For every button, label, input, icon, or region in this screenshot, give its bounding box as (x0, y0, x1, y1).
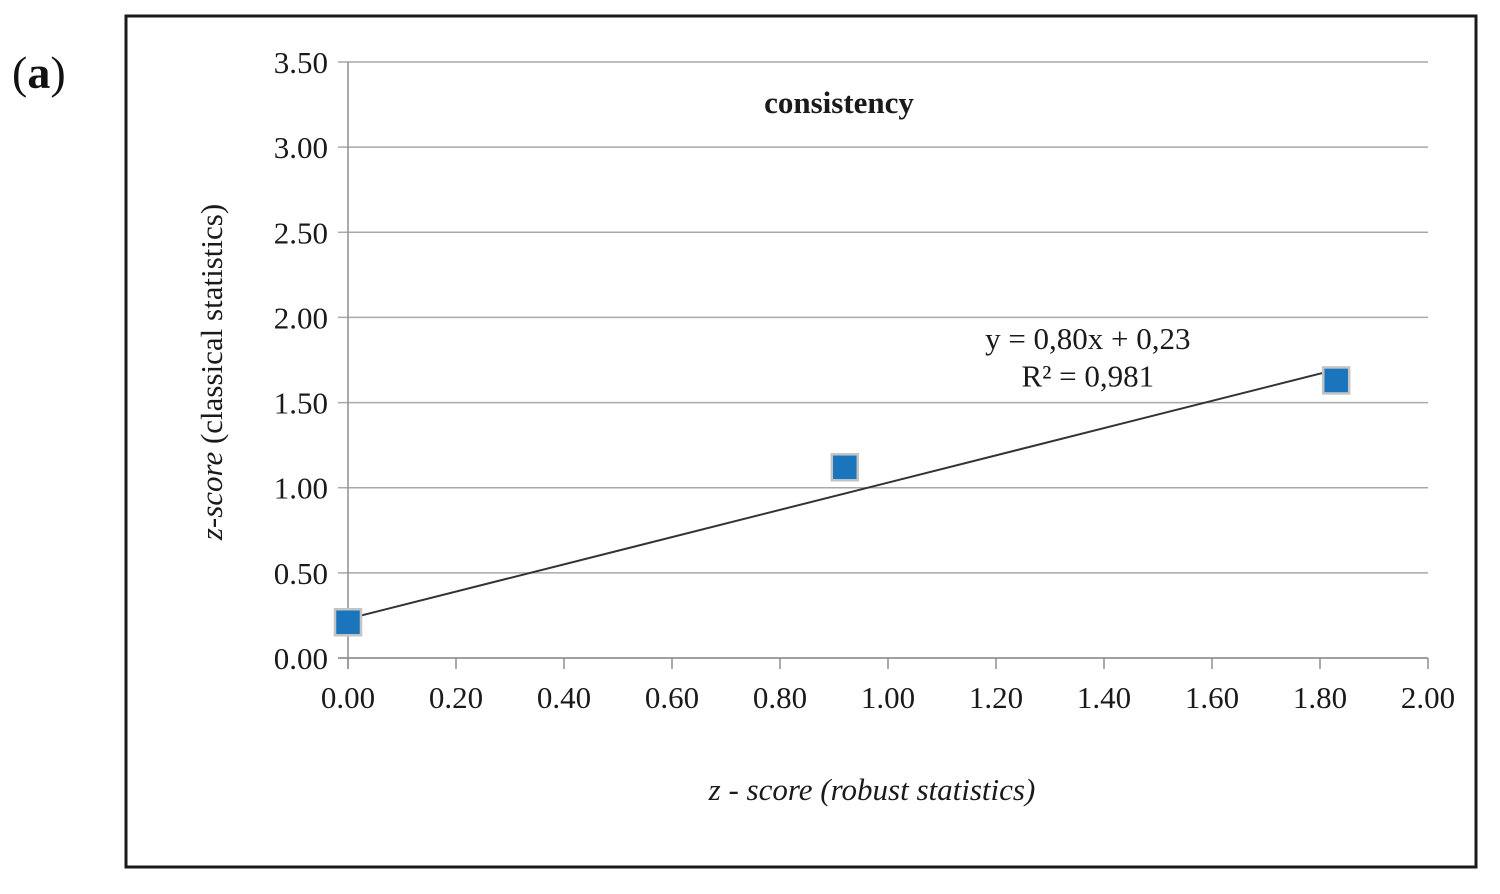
chart-border (124, 14, 1478, 869)
x-tick-label: 0.20 (429, 680, 483, 715)
r-squared-label: R² = 0,981 (1021, 358, 1154, 393)
y-tick-label: 0.50 (274, 556, 328, 591)
scatter-point (1321, 366, 1351, 395)
chart-title: consistency (764, 85, 914, 120)
scatter-point (333, 607, 363, 637)
figure-label: (a) (12, 50, 66, 96)
x-tick-label: 0.00 (321, 680, 375, 715)
figure-label-paren-open: ( (12, 47, 28, 98)
x-tick-label: 2.00 (1401, 680, 1455, 715)
y-tick-label: 3.50 (274, 45, 328, 80)
x-axis-title: z - score (robust statistics) (708, 772, 1036, 807)
y-tick-label: 0.00 (274, 641, 328, 676)
x-tick-label: 0.60 (645, 680, 699, 715)
figure-label-letter: a (27, 47, 51, 98)
figure-label-paren-close: ) (50, 47, 66, 98)
trendline (347, 367, 1342, 620)
y-tick-label: 1.00 (274, 471, 328, 506)
x-tick-label: 1.60 (1185, 680, 1239, 715)
trendline-equation: y = 0,80x + 0,23 (985, 321, 1190, 356)
y-tick-label: 3.00 (274, 130, 328, 165)
x-tick-label: 0.40 (537, 680, 591, 715)
x-tick-label: 0.80 (753, 680, 807, 715)
y-tick-label: 2.00 (274, 300, 328, 335)
y-axis-title: z-score (classical statistics) (194, 204, 229, 541)
x-tick-label: 1.80 (1293, 680, 1347, 715)
y-tick-label: 2.50 (274, 215, 328, 250)
y-axis-title-regular-part: (classical statistics) (194, 204, 229, 452)
y-axis-title-italic-part: z-score (194, 452, 229, 542)
x-tick-label: 1.40 (1077, 680, 1131, 715)
y-tick-label: 1.50 (274, 386, 328, 421)
scatter-point (830, 453, 860, 482)
x-tick-label: 1.00 (861, 680, 915, 715)
x-tick-label: 1.20 (969, 680, 1023, 715)
